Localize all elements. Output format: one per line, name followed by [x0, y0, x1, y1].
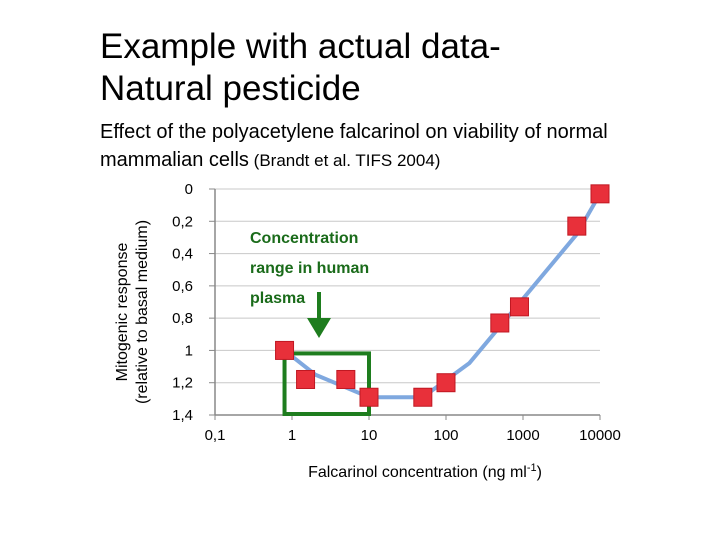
x-axis-label-end: ): [537, 464, 542, 481]
data-point-marker: [436, 373, 456, 393]
annotation-arrow-head: [307, 318, 331, 338]
y-axis-label-line-2: (relative to basal medium): [134, 220, 151, 404]
x-axis-label-superscript: -1: [527, 462, 537, 474]
slide-title: Example with actual data- Natural pestic…: [100, 26, 501, 110]
data-point-marker: [567, 216, 587, 236]
y-tick-label: 1,4: [172, 407, 193, 424]
curve-line: [283, 192, 602, 400]
data-point-marker: [336, 369, 356, 389]
axes: [209, 188, 601, 420]
y-axis-label: Mitogenic response (relative to basal me…: [114, 220, 151, 404]
annotation: Concentration range in human plasma: [250, 230, 369, 338]
data-point-marker: [413, 387, 433, 407]
title-line-2: Natural pesticide: [100, 69, 361, 108]
data-point-marker: [509, 297, 529, 317]
x-tick-labels: 0,1 1 10 100 1000 10000: [205, 427, 621, 444]
data-point-marker: [490, 313, 510, 333]
data-point-marker: [275, 340, 295, 360]
plasma-range-rect: [282, 351, 372, 416]
y-axis-label-line-1: Mitogenic response: [114, 243, 131, 382]
y-tick-label: 1: [185, 342, 193, 359]
response-curve: [283, 192, 602, 400]
plasma-range-box: [282, 351, 372, 416]
subtitle-main: Effect of the polyacetylene falcarinol o…: [100, 121, 608, 171]
y-tick-label: 0: [185, 181, 193, 198]
annotation-line: plasma: [250, 290, 305, 307]
x-tick-label: 0,1: [205, 427, 226, 444]
x-axis-label-base: Falcarinol concentration (ng ml: [308, 464, 527, 481]
x-tick-label: 10: [361, 427, 378, 444]
title-line-1: Example with actual data-: [100, 27, 501, 66]
x-tick-label: 1: [288, 427, 296, 444]
y-tick-label: 0,8: [172, 310, 193, 327]
x-tick-label: 10000: [579, 427, 621, 444]
y-tick-labels: 0 0,2 0,4 0,6 0,8 1 1,2 1,4: [172, 181, 193, 424]
data-markers: [275, 184, 610, 407]
x-axis-label: Falcarinol concentration (ng ml-1): [308, 462, 542, 481]
data-point-marker: [590, 184, 610, 204]
annotation-line: Concentration: [250, 230, 358, 247]
data-point-marker: [296, 369, 316, 389]
subtitle-citation: (Brandt et al. TIFS 2004): [248, 151, 441, 170]
data-point-marker: [359, 387, 379, 407]
y-tick-label: 0,2: [172, 213, 193, 230]
annotation-line: range in human: [250, 260, 369, 277]
y-tick-label: 0,4: [172, 246, 193, 263]
y-tick-label: 0,6: [172, 278, 193, 295]
x-tick-label: 100: [433, 427, 458, 444]
x-tick-label: 1000: [506, 427, 539, 444]
slide-subtitle: Effect of the polyacetylene falcarinol o…: [100, 118, 620, 175]
y-tick-label: 1,2: [172, 375, 193, 392]
